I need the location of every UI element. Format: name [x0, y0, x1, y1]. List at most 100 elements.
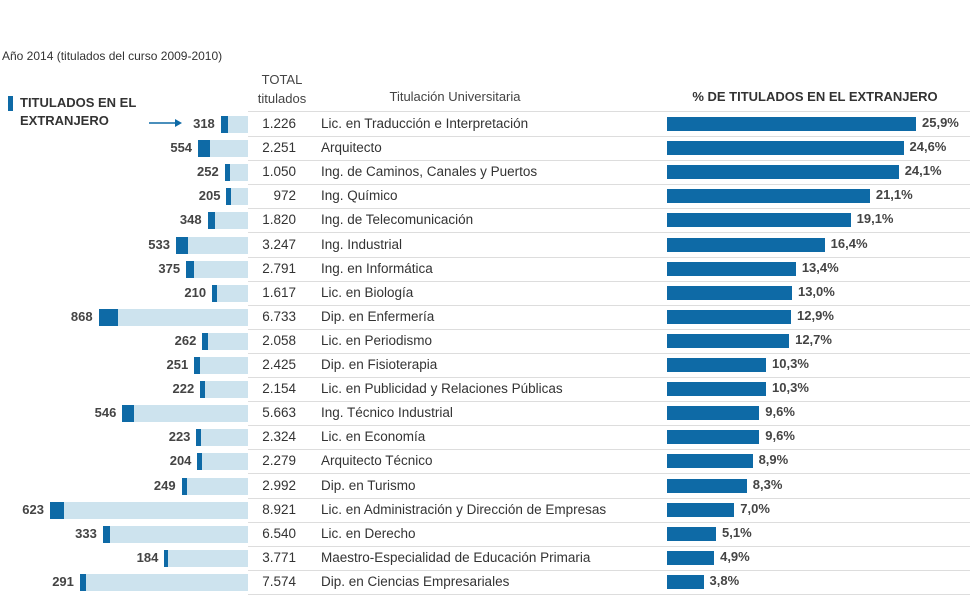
degree-label: Arquitecto — [321, 140, 382, 156]
abroad-bar — [224, 164, 231, 182]
total-label: 1.226 — [262, 116, 296, 131]
abroad-label: 205 — [198, 188, 221, 204]
abroad-bar — [50, 501, 64, 519]
total-bar — [207, 212, 248, 230]
degree-label: Lic. en Periodismo — [321, 332, 433, 348]
degree-label: Ing. en Informática — [321, 260, 433, 276]
row-separator — [248, 304, 970, 306]
total-label: 1.050 — [262, 164, 296, 180]
degree-label: Dip. en Ciencias Empresariales — [321, 573, 510, 589]
total-label: 2.791 — [262, 260, 296, 276]
total-bar — [194, 357, 248, 374]
total-label: 2.251 — [262, 140, 296, 156]
row-separator — [248, 497, 970, 499]
percent-bar — [667, 574, 704, 589]
abroad-label: 210 — [184, 284, 207, 300]
percent-bar — [667, 165, 899, 180]
legend-arrow — [149, 119, 182, 127]
row-separator — [248, 521, 970, 523]
total-bar — [181, 477, 248, 495]
total-label: 1.617 — [262, 284, 296, 300]
total-label: 2.324 — [262, 429, 296, 445]
degree-label: Lic. en Traducción e Interpretación — [321, 116, 529, 131]
abroad-bar — [164, 549, 169, 567]
percent-label: 3,8% — [709, 572, 740, 588]
percent-label: 7,0% — [740, 500, 770, 516]
total-label: 3.771 — [262, 549, 296, 565]
header-total: TOTAL titulados — [257, 72, 307, 106]
total-bar — [79, 573, 248, 591]
abroad-label: 348 — [179, 212, 202, 228]
row-separator — [248, 473, 970, 475]
percent-label: 13,4% — [801, 259, 839, 275]
percent-label: 5,1% — [722, 524, 752, 540]
abroad-bar — [226, 188, 231, 206]
total-label: 7.574 — [262, 573, 296, 589]
abroad-bar — [202, 332, 209, 350]
total-label: 2.154 — [262, 381, 296, 397]
row-separator — [248, 377, 970, 378]
total-label: 6.540 — [262, 525, 296, 541]
degree-label: Ing. de Telecomunicación — [321, 212, 474, 228]
abroad-label: 333 — [75, 525, 97, 541]
total-bar — [198, 140, 248, 158]
row-separator — [248, 449, 970, 451]
total-label: 2.058 — [262, 332, 296, 348]
total-bar — [226, 188, 248, 206]
degree-label: Dip. en Enfermería — [321, 308, 435, 324]
abroad-bar — [197, 453, 202, 471]
row-separator — [248, 256, 970, 258]
abroad-bar — [220, 116, 228, 133]
abroad-label: 375 — [158, 260, 181, 276]
percent-bar — [667, 237, 825, 252]
percent-bar — [667, 117, 916, 131]
percent-bar — [667, 502, 735, 517]
total-label: 6.733 — [262, 308, 296, 324]
abroad-bar — [122, 405, 135, 423]
row-separator — [248, 160, 970, 162]
abroad-label: 204 — [169, 453, 192, 469]
percent-label: 4,9% — [720, 548, 750, 564]
degree-label: Ing. Químico — [321, 188, 398, 204]
total-label: 2.425 — [262, 357, 296, 372]
percent-bar — [667, 333, 790, 348]
degree-label: Arquitecto Técnico — [321, 453, 433, 469]
abroad-label: 223 — [168, 429, 191, 445]
row-separator — [248, 545, 970, 547]
row-separator — [248, 569, 970, 571]
abroad-label: 262 — [174, 332, 197, 348]
total-bar — [164, 549, 248, 567]
percent-label: 12,9% — [797, 307, 834, 323]
row-separator — [248, 328, 970, 330]
percent-label: 24,6% — [909, 139, 947, 155]
abroad-bar — [196, 429, 202, 447]
total-label: 8.921 — [262, 501, 296, 517]
degree-label: Lic. en Derecho — [321, 525, 416, 541]
total-bar — [98, 308, 248, 326]
abroad-bar — [175, 236, 188, 254]
row-separator — [248, 401, 970, 403]
row-separator — [248, 111, 970, 112]
total-bar — [102, 525, 248, 543]
row-separator — [248, 352, 970, 354]
legend-label: TITULADOS EN EL EXTRANJERO — [20, 95, 137, 128]
degree-label: Ing. de Caminos, Canales y Puertos — [321, 164, 538, 180]
total-bar — [202, 332, 248, 350]
abroad-bar — [186, 260, 195, 278]
abroad-label: 251 — [166, 357, 189, 372]
degree-label: Lic. en Economía — [321, 429, 426, 445]
total-label: 2.992 — [262, 477, 296, 493]
abroad-label: 222 — [172, 381, 195, 397]
percent-bar — [667, 430, 760, 445]
total-bar — [197, 453, 248, 471]
percent-label: 12,7% — [795, 331, 832, 347]
degree-label: Maestro-Especialidad de Educación Primar… — [321, 549, 591, 565]
abroad-label: 318 — [193, 116, 215, 131]
percent-bar — [667, 213, 851, 228]
degree-label: Ing. Industrial — [321, 236, 403, 252]
percent-bar — [667, 261, 796, 276]
total-label: 1.820 — [262, 212, 296, 228]
row-separator — [248, 184, 970, 186]
percent-label: 9,6% — [765, 404, 795, 420]
